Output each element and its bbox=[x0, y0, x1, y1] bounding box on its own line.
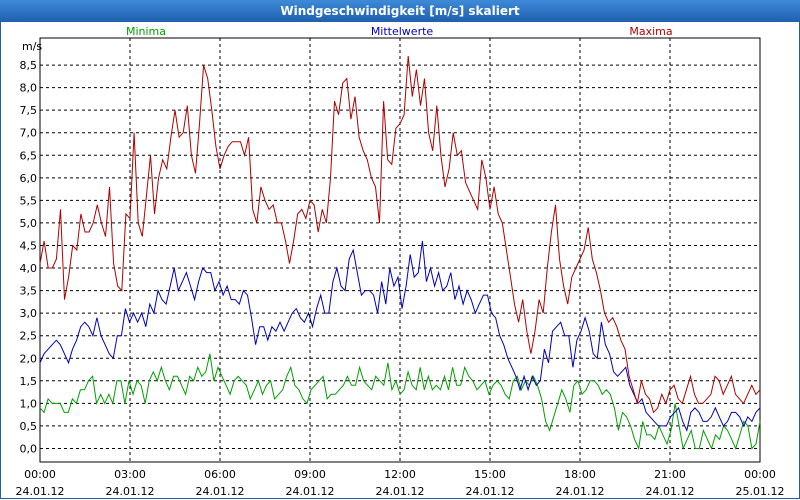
y-axis-label: m/s bbox=[22, 40, 42, 53]
grid bbox=[40, 38, 760, 462]
series-line-mittelwerte bbox=[39, 240, 761, 432]
y-tick-label: 6,0 bbox=[20, 172, 38, 185]
y-tick-label: 3,5 bbox=[20, 285, 38, 298]
x-tick-time: 18:00 bbox=[564, 468, 596, 481]
y-tick-label: 3,0 bbox=[20, 307, 38, 320]
x-tick-date: 24.01.12 bbox=[196, 485, 245, 498]
series bbox=[39, 55, 761, 451]
series-line-minima bbox=[39, 353, 761, 451]
window-title: Windgeschwindigkeit [m/s] skaliert bbox=[0, 0, 800, 22]
legend-entry: Minima bbox=[126, 25, 166, 38]
y-tick-label: 8,5 bbox=[20, 59, 38, 72]
y-tick-label: 1,0 bbox=[20, 397, 38, 410]
x-tick-date: 24.01.12 bbox=[376, 485, 425, 498]
x-tick-date: 24.01.12 bbox=[16, 485, 65, 498]
x-tick-date: 24.01.12 bbox=[646, 485, 695, 498]
plot-border bbox=[39, 37, 761, 463]
x-tick-date: 24.01.12 bbox=[106, 485, 155, 498]
x-tick-time: 21:00 bbox=[654, 468, 686, 481]
y-tick-label: 4,5 bbox=[20, 239, 38, 252]
y-tick-label: 2,0 bbox=[20, 352, 38, 365]
y-tick-label: 0,0 bbox=[20, 442, 38, 455]
y-tick-label: 5,0 bbox=[20, 217, 38, 230]
axes: 0,0 0,5 1,0 1,5 2,0 2,5 3,0 3,5 4,0 4,5 5,0 5,5 6,0 6… bbox=[16, 37, 785, 498]
y-tick-label: 0,5 bbox=[20, 420, 38, 433]
y-tick-label: 4,0 bbox=[20, 262, 38, 275]
y-tick-label: 7,5 bbox=[20, 104, 38, 117]
x-tick-time: 06:00 bbox=[204, 468, 236, 481]
x-tick-time: 00:00 bbox=[744, 468, 776, 481]
x-tick-date: 24.01.12 bbox=[556, 485, 605, 498]
y-tick-label: 7,0 bbox=[20, 127, 38, 140]
legend-entry: Mittelwerte bbox=[371, 25, 434, 38]
x-tick-date: 24.01.12 bbox=[286, 485, 335, 498]
x-tick-time: 12:00 bbox=[384, 468, 416, 481]
x-tick-time: 00:00 bbox=[24, 468, 56, 481]
legend-entry: Maxima bbox=[629, 25, 672, 38]
x-tick-date: 25.01.12 bbox=[736, 485, 785, 498]
y-tick-label: 1,5 bbox=[20, 375, 38, 388]
y-tick-label: 2,5 bbox=[20, 330, 38, 343]
x-tick-date: 24.01.12 bbox=[466, 485, 515, 498]
series-line-maxima bbox=[39, 55, 761, 414]
x-tick-time: 15:00 bbox=[474, 468, 506, 481]
legend: Minima Mittelwerte Maxima bbox=[126, 25, 673, 38]
x-tick-time: 09:00 bbox=[294, 468, 326, 481]
y-tick-label: 5,5 bbox=[20, 194, 38, 207]
y-tick-label: 8,0 bbox=[20, 82, 38, 95]
x-tick-time: 03:00 bbox=[114, 468, 146, 481]
y-tick-label: 6,5 bbox=[20, 149, 38, 162]
